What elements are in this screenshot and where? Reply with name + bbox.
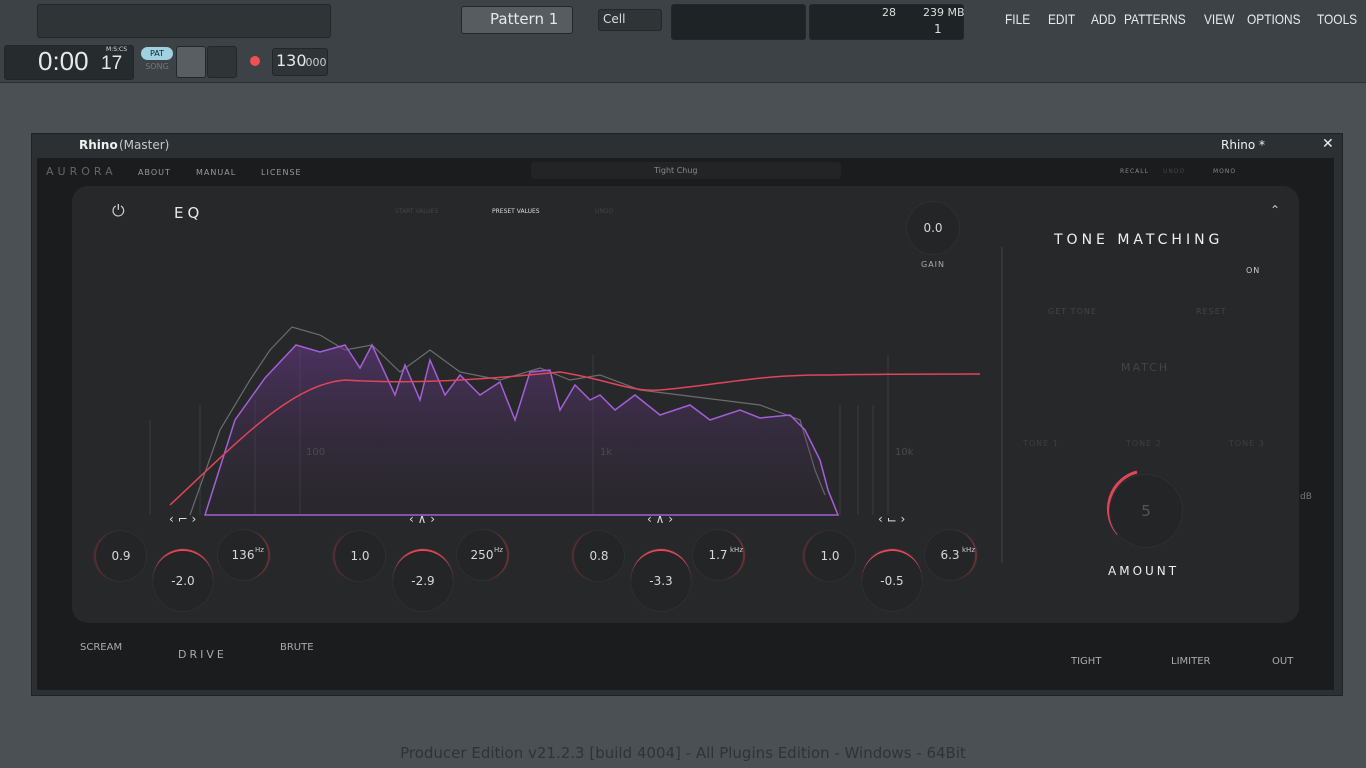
voices: 1: [934, 22, 942, 36]
header-button[interactable]: RECALL: [1120, 168, 1149, 175]
scream[interactable]: SCREAM: [80, 642, 123, 653]
q-knob[interactable]: 1.0: [803, 531, 855, 581]
freq-unit: kHz: [962, 546, 975, 554]
tone-on[interactable]: ON: [1246, 266, 1261, 275]
hint-bar: [37, 4, 331, 38]
snap[interactable]: Cell: [603, 12, 626, 26]
eq-button[interactable]: START VALUES: [395, 208, 439, 215]
memory: 239 MB: [923, 6, 965, 19]
brute[interactable]: BRUTE: [280, 642, 314, 653]
menu-item[interactable]: VIEW: [1203, 11, 1235, 27]
freq-label: 1k: [600, 447, 613, 458]
band-icon[interactable]: ‹ ⌙ ›: [878, 512, 906, 526]
window-title: Rhino: [79, 138, 118, 152]
eq-title: EQ: [174, 204, 204, 222]
gain-knob[interactable]: -0.5: [862, 549, 922, 611]
q-knob[interactable]: 0.8: [572, 531, 624, 581]
tempo[interactable]: 130: [276, 51, 307, 70]
pattern-name[interactable]: Pattern 1: [490, 10, 559, 28]
gain-knob[interactable]: -2.0: [153, 549, 213, 611]
freq-knob[interactable]: 136: [218, 530, 270, 580]
out: OUT: [1272, 656, 1294, 667]
time-small: 17: [101, 53, 123, 74]
nav-item[interactable]: MANUAL: [196, 168, 237, 177]
pattern-selector[interactable]: [461, 6, 573, 34]
spectrum: [203, 343, 840, 516]
gain-label: GAIN: [921, 260, 946, 269]
brand: AURORA: [46, 165, 117, 178]
band-icon[interactable]: ‹ ∧ ›: [409, 512, 436, 526]
pat-toggle[interactable]: PAT: [141, 47, 173, 60]
time-unit: M:S:CS: [106, 46, 128, 53]
freq-label: 10k: [895, 447, 914, 458]
footer: Producer Edition v21.2.3 [build 4004] - …: [400, 744, 966, 762]
gain-knob[interactable]: -3.3: [631, 549, 691, 611]
window-title-suffix: (Master): [119, 138, 170, 152]
preset-name[interactable]: Tight Chug: [654, 166, 698, 175]
eq-button[interactable]: UNDO: [595, 208, 614, 215]
match[interactable]: MATCH: [1121, 361, 1170, 374]
menu-item[interactable]: PATTERNS: [1124, 11, 1186, 27]
meters: [671, 4, 806, 40]
record-button[interactable]: [250, 56, 260, 66]
tone-button[interactable]: TONE 1: [1023, 439, 1059, 448]
cpu: 28: [882, 6, 896, 19]
song-toggle[interactable]: SONG: [145, 62, 169, 71]
tempo-fraction[interactable]: .000: [302, 56, 327, 69]
amount-knob[interactable]: 5: [1110, 475, 1182, 547]
time: 0:00: [38, 46, 89, 76]
band-icon[interactable]: ‹ ∧ ›: [647, 512, 674, 526]
tone-title: TONE MATCHING: [1054, 232, 1224, 248]
freq-unit: Hz: [494, 546, 503, 554]
cpu-panel: [809, 4, 964, 40]
menu-item[interactable]: FILE: [1005, 11, 1031, 27]
snap-selector[interactable]: [598, 9, 662, 31]
db: dB: [1300, 492, 1312, 502]
freq-label: 100: [306, 447, 326, 458]
freq-knob[interactable]: 1.7: [693, 530, 745, 580]
tone-button[interactable]: TONE 2: [1126, 439, 1162, 448]
reference-spectrum: [189, 326, 826, 516]
eq-power[interactable]: ⏻: [112, 201, 125, 220]
close-button[interactable]: ✕: [1322, 136, 1334, 152]
eq-curve: [169, 371, 981, 506]
pause-button[interactable]: [176, 46, 206, 78]
freq-knob[interactable]: 250: [457, 530, 509, 580]
menu-item[interactable]: ADD: [1090, 11, 1116, 27]
preset-box[interactable]: [531, 162, 841, 179]
freq-unit: kHz: [730, 546, 743, 554]
window-preset[interactable]: Rhino *: [1221, 138, 1266, 152]
q-knob[interactable]: 0.9: [94, 531, 146, 581]
limiter: LIMITER: [1171, 656, 1211, 667]
q-knob[interactable]: 1.0: [333, 531, 385, 581]
menu-item[interactable]: EDIT: [1047, 11, 1075, 27]
collapse[interactable]: ⌃: [1270, 203, 1281, 217]
eq-button[interactable]: PRESET VALUES: [492, 208, 540, 215]
get-tone[interactable]: GET TONE: [1048, 307, 1097, 316]
nav-item[interactable]: ABOUT: [138, 168, 171, 177]
reset[interactable]: RESET: [1196, 307, 1227, 316]
stop-button[interactable]: [207, 46, 237, 78]
tempo-box[interactable]: [272, 48, 328, 76]
freq-knob[interactable]: 6.3: [925, 530, 977, 580]
freq-unit: Hz: [255, 546, 264, 554]
header-button[interactable]: MONO: [1213, 168, 1237, 175]
amount-label: AMOUNT: [1108, 564, 1180, 578]
gain-knob[interactable]: -2.9: [393, 549, 453, 611]
band-icon[interactable]: ‹ ⌐ ›: [169, 512, 197, 526]
time-display: [4, 45, 134, 80]
menu-item[interactable]: OPTIONS: [1246, 11, 1301, 27]
nav-item[interactable]: LICENSE: [261, 168, 302, 177]
tight: TIGHT: [1071, 656, 1102, 667]
gain-knob[interactable]: 0.0: [907, 202, 959, 254]
tone-button[interactable]: TONE 3: [1229, 439, 1265, 448]
drive: DRIVE: [178, 648, 227, 661]
header-button[interactable]: UNDO: [1163, 168, 1186, 175]
menu-item[interactable]: TOOLS: [1317, 11, 1358, 27]
